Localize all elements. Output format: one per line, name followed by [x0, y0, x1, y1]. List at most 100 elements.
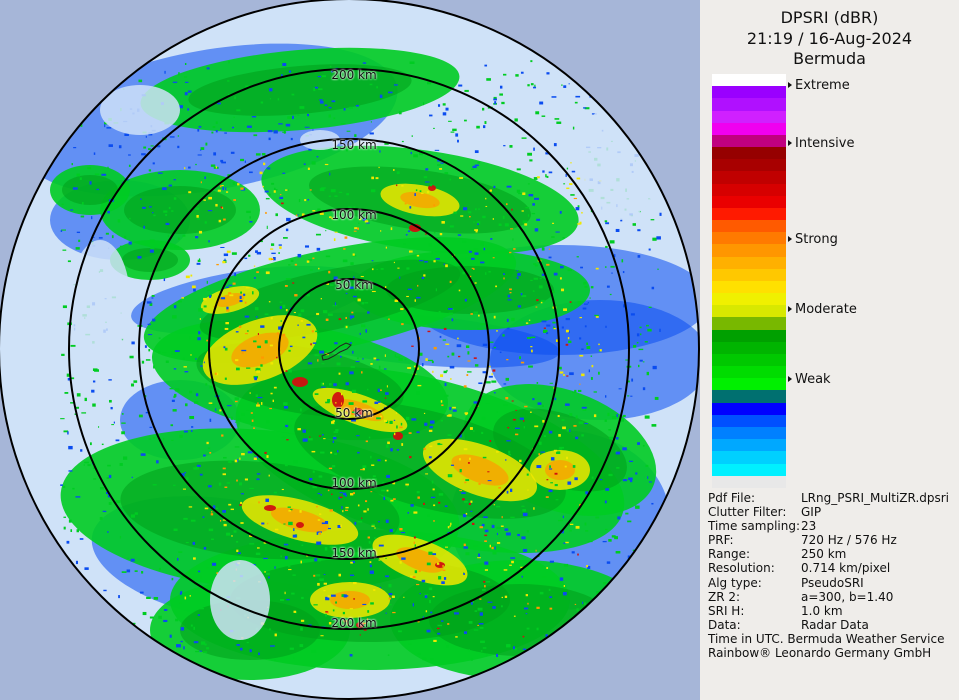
- range-ring: [138, 138, 560, 560]
- metadata-row: Time sampling: 23: [708, 519, 949, 533]
- station-name: Bermuda: [793, 49, 866, 68]
- metadata-row: Clutter Filter: GIP: [708, 505, 949, 519]
- legend-label: Strong: [788, 231, 838, 247]
- legend-color-band: [712, 74, 786, 87]
- legend-color-band: [712, 280, 786, 294]
- range-ring-label: 50 km: [335, 278, 373, 292]
- metadata-value: 250 km: [801, 547, 847, 562]
- metadata-key: Time sampling:: [708, 519, 801, 534]
- legend-color-band: [712, 451, 786, 464]
- credit-line: Rainbow® Leonardo Germany GmbH: [708, 646, 932, 661]
- range-ring: [0, 0, 700, 700]
- legend-color-band: [712, 268, 786, 281]
- legend-color-band: [712, 98, 786, 111]
- coastline-bermuda: [321, 342, 352, 361]
- metadata-row: Data: Radar Data: [708, 618, 949, 632]
- legend-label: Moderate: [788, 301, 857, 317]
- metadata-row: Resolution: 0.714 km/pixel: [708, 561, 949, 575]
- legend-color-band: [712, 244, 786, 257]
- legend-color-band: [712, 207, 786, 221]
- legend-label: Weak: [788, 373, 831, 387]
- legend-label: Extreme: [788, 79, 850, 93]
- legend-color-band: [712, 256, 786, 269]
- legend-color-band: [712, 390, 786, 403]
- product-title: DPSRI (dBR): [780, 8, 879, 27]
- legend-color-band: [712, 147, 786, 160]
- metadata-value: Radar Data: [801, 617, 869, 632]
- pointer-arrow-icon: [788, 82, 792, 89]
- legend-label: Intensive: [788, 137, 854, 151]
- legend-color-band: [712, 463, 786, 476]
- legend-color-band: [712, 305, 786, 318]
- metadata-row: SRI H: 1.0 km: [708, 604, 949, 618]
- legend-label-text: Extreme: [795, 78, 850, 94]
- radar-map: 50 km 50 km 100 km 100 km 150 km 150 km 200 km…: [0, 0, 700, 700]
- metadata-row: PRF: 720 Hz / 576 Hz: [708, 533, 949, 547]
- legend-color-band: [712, 293, 786, 306]
- metadata-key: Range:: [708, 547, 751, 562]
- metadata-key: Data:: [708, 617, 741, 632]
- range-ring-label: 200 km: [331, 616, 377, 630]
- legend-label-text: Intensive: [795, 136, 855, 152]
- legend-color-band: [712, 402, 786, 415]
- legend-color-band: [712, 341, 786, 354]
- legend-color-band: [712, 171, 786, 184]
- precipitation-echoes: [22, 43, 699, 680]
- metadata-row: Alg type: PseudoSRI: [708, 576, 949, 590]
- metadata-value: 0.714 km/pixel: [801, 561, 891, 576]
- range-ring-label: 100 km: [331, 208, 377, 222]
- legend-color-band: [712, 353, 786, 367]
- legend-color-band: [712, 426, 786, 440]
- legend-label-text: Strong: [795, 231, 838, 247]
- range-ring: [208, 208, 490, 490]
- legend-color-band: [712, 317, 786, 330]
- metadata-key: PRF:: [708, 533, 734, 548]
- legend-color-band: [712, 414, 786, 427]
- metadata-value: PseudoSRI: [801, 575, 864, 590]
- legend-color-band: [712, 159, 786, 172]
- metadata-value: 1.0 km: [801, 603, 843, 618]
- metadata-row: ZR 2: a=300, b=1.40: [708, 590, 949, 604]
- metadata-key: Clutter Filter:: [708, 505, 787, 520]
- pointer-arrow-icon: [788, 305, 792, 312]
- legend-color-band: [712, 366, 786, 379]
- pointer-arrow-icon: [788, 376, 792, 383]
- metadata-value: 720 Hz / 576 Hz: [801, 533, 897, 548]
- metadata-key: Alg type:: [708, 575, 762, 590]
- legend-color-band: [712, 475, 786, 488]
- legend-color-band: [712, 134, 786, 148]
- metadata-key: Resolution:: [708, 561, 775, 576]
- metadata-value: 23: [801, 519, 817, 534]
- metadata-key: Pdf File:: [708, 491, 756, 505]
- legend-color-band: [712, 232, 786, 245]
- legend-color-band: [712, 439, 786, 452]
- range-ring-label: 200 km: [331, 68, 377, 82]
- metadata-key: ZR 2:: [708, 589, 741, 604]
- metadata-row: Range: 250 km: [708, 547, 949, 561]
- legend-color-band: [712, 329, 786, 342]
- radar-image: [0, 0, 700, 700]
- legend-color-band: [712, 122, 786, 135]
- legend-label-text: Moderate: [795, 301, 857, 317]
- range-ring: [278, 278, 420, 420]
- pointer-arrow-icon: [788, 140, 792, 147]
- metadata-key: SRI H:: [708, 603, 745, 618]
- color-legend: [712, 74, 786, 488]
- metadata-value: GIP: [801, 505, 822, 520]
- range-ring-label: 100 km: [331, 476, 377, 490]
- product-datetime: 21:19 / 16-Aug-2024: [746, 29, 913, 48]
- pointer-arrow-icon: [788, 235, 792, 242]
- metadata-value: a=300, b=1.40: [801, 589, 894, 604]
- legend-color-band: [712, 378, 786, 391]
- metadata-value: LRng_PSRI_MultiZR.dpsri: [801, 491, 950, 505]
- range-rings: [0, 0, 700, 700]
- legend-color-band: [712, 195, 786, 208]
- range-ring: [68, 68, 630, 630]
- range-ring-label: 150 km: [331, 546, 377, 560]
- time-note: Time in UTC. Bermuda Weather Service: [708, 631, 945, 646]
- legend-label-text: Weak: [795, 372, 831, 388]
- range-ring-label: 50 km: [335, 406, 373, 420]
- side-panel: DPSRI (dBR) 21:19 / 16-Aug-2024 Bermuda …: [700, 0, 959, 700]
- range-ring-label: 150 km: [331, 138, 377, 152]
- legend-color-band: [712, 110, 786, 123]
